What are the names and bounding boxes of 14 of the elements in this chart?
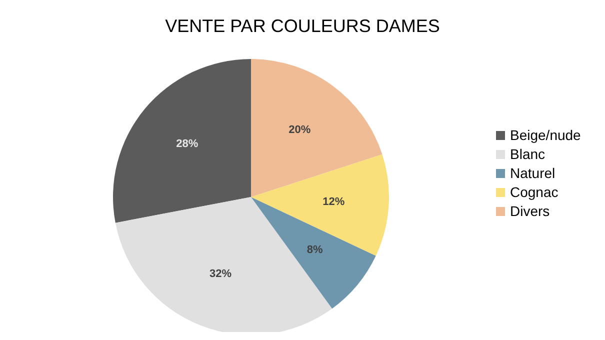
chart-title: VENTE PAR COULEURS DAMES — [164, 16, 441, 37]
data-label: 20% — [288, 124, 311, 136]
data-label: 8% — [306, 244, 323, 256]
legend-label: Beige/nude — [510, 126, 581, 145]
data-label: 28% — [176, 138, 198, 150]
data-label: 12% — [322, 196, 345, 208]
legend-label: Blanc — [510, 145, 546, 164]
legend-label: Divers — [510, 202, 550, 221]
pie-slice — [251, 59, 382, 197]
legend-label: Naturel — [510, 164, 556, 183]
data-label: 32% — [210, 268, 232, 280]
pie-slice — [251, 154, 389, 256]
pie-slice — [251, 197, 376, 309]
legend-label: Cognac — [510, 183, 558, 202]
